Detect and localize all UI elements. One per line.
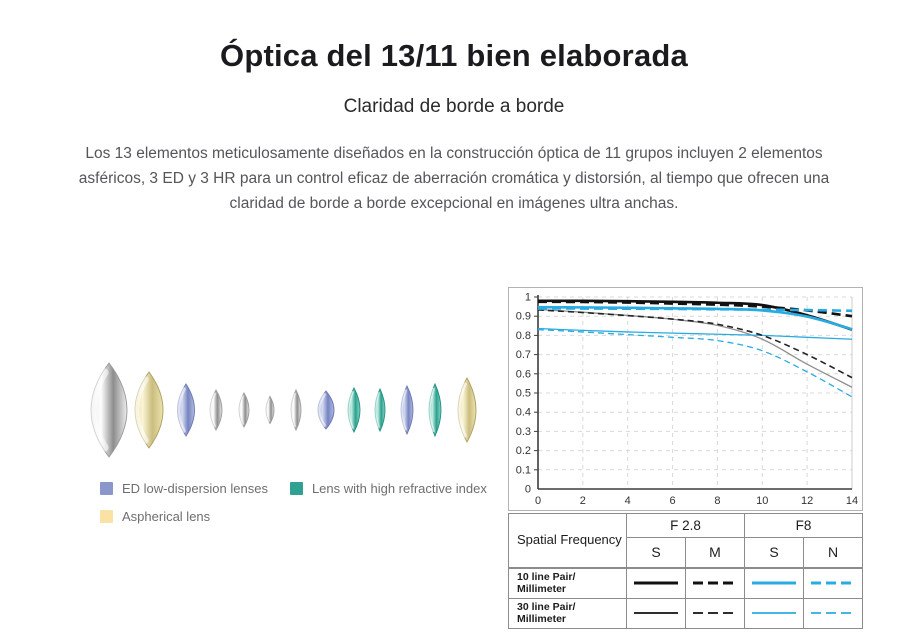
x-tick-label: 14 xyxy=(846,495,858,507)
lens-highlight xyxy=(347,391,354,429)
legend-label-hr: Lens with high refractive index xyxy=(311,481,487,496)
y-tick-label: 0.7 xyxy=(516,349,531,361)
col-header-f8-s: S xyxy=(744,537,804,568)
x-tick-label: 6 xyxy=(670,495,676,507)
lens-highlight xyxy=(316,393,326,427)
y-tick-label: 0.9 xyxy=(516,311,531,323)
x-tick-label: 2 xyxy=(580,495,586,507)
y-tick-label: 0.5 xyxy=(516,388,531,400)
x-tick-label: 12 xyxy=(801,495,813,507)
ed-lens-swatch-icon xyxy=(100,482,113,495)
line-sample xyxy=(626,597,686,629)
spatial-frequency-header: Spatial Frequency xyxy=(508,513,627,568)
line-sample xyxy=(803,597,863,629)
hr-lens-swatch-icon xyxy=(289,482,303,495)
table-row: 30 line Pair/ Millimeter xyxy=(508,597,863,629)
lens-highlight xyxy=(374,392,380,428)
y-tick-label: 0.1 xyxy=(516,464,531,476)
line-sample xyxy=(685,597,745,629)
aspherical-lens-swatch-icon xyxy=(100,510,113,523)
mtf-chart: 0 0.1 0.2 0.3 0.4 0.5 0.6 0.7 0.8 0.9 1 0 2 4 6 8 10 12 14 xyxy=(508,287,863,511)
lens-elements-illustration xyxy=(88,358,484,469)
x-tick-label: 10 xyxy=(756,495,768,507)
col-header-f8-n: N xyxy=(803,537,863,568)
line-sample xyxy=(803,566,863,599)
x-tick-label: 4 xyxy=(625,495,631,507)
y-tick-label: 0.8 xyxy=(516,330,531,342)
page-subtitle: Claridad de borde a borde xyxy=(343,96,565,117)
y-tick-label: 0 xyxy=(525,484,531,496)
legend-item-aspherical: Aspherical lens xyxy=(100,509,210,524)
lens-highlight xyxy=(265,398,270,422)
lens-highlight xyxy=(209,392,216,428)
aperture-header-f28: F 2.8 xyxy=(626,513,745,538)
lens-legend: ED low-dispersion lenses Lens with high … xyxy=(100,481,500,537)
aperture-header-f8: F8 xyxy=(744,513,863,538)
lens-construction-diagram xyxy=(88,358,484,469)
row-label-30lp: 30 line Pair/ Millimeter xyxy=(508,597,627,629)
mtf-curve-f8-n-10-lp-mm xyxy=(537,307,853,313)
legend-label-aspherical: Aspherical lens xyxy=(122,509,211,524)
col-header-f28-m: M xyxy=(685,537,745,568)
row-label-10lp: 10 line Pair/ Millimeter xyxy=(508,566,627,599)
lens-highlight xyxy=(290,392,296,428)
line-sample xyxy=(626,566,686,599)
mtf-figure: 0 0.1 0.2 0.3 0.4 0.5 0.6 0.7 0.8 0.9 1 0 2 4 6 8 10 12 14… xyxy=(508,287,864,629)
lens-highlight xyxy=(133,376,149,444)
y-tick-label: 0.6 xyxy=(516,368,531,380)
legend-item-hr: Lens with high refractive index xyxy=(289,481,487,496)
lens-highlight xyxy=(88,368,109,452)
page-description: Los 13 elementos meticulosamente diseñad… xyxy=(78,145,830,213)
lens-highlight xyxy=(428,387,435,433)
x-tick-label: 0 xyxy=(535,495,541,507)
y-tick-label: 0.4 xyxy=(516,407,531,419)
y-tick-label: 0.3 xyxy=(516,426,531,438)
y-tick-label: 1 xyxy=(525,292,531,304)
mtf-legend-table: Spatial Frequency F 2.8 F8 S M S N 10 li… xyxy=(508,513,863,629)
line-sample xyxy=(744,566,804,599)
page-title: Óptica del 13/11 bien elaborada xyxy=(220,38,688,73)
lens-highlight xyxy=(400,389,407,431)
lens-highlight xyxy=(238,395,244,425)
line-sample xyxy=(744,597,804,629)
mtf-curve-f8-s-30-lp-mm xyxy=(537,327,853,340)
lens-highlight xyxy=(456,382,467,438)
x-tick-label: 8 xyxy=(714,495,720,507)
legend-item-ed: ED low-dispersion lenses xyxy=(100,481,268,496)
y-tick-label: 0.2 xyxy=(516,445,531,457)
mtf-curve-f2-8-m-30-lp-mm xyxy=(537,309,853,379)
col-header-f28-s: S xyxy=(626,537,686,568)
legend-label-ed: ED low-dispersion lenses xyxy=(122,481,268,496)
mtf-curve-f2-8-s-30-lp-mm xyxy=(537,308,853,388)
mtf-curve-f8-n-30-lp-mm xyxy=(537,328,853,398)
table-row: 10 line Pair/ Millimeter xyxy=(508,566,863,599)
lens-highlight xyxy=(176,387,186,433)
mtf-curve-f2-8-m-10-lp-mm xyxy=(537,300,853,318)
line-sample xyxy=(685,566,745,599)
